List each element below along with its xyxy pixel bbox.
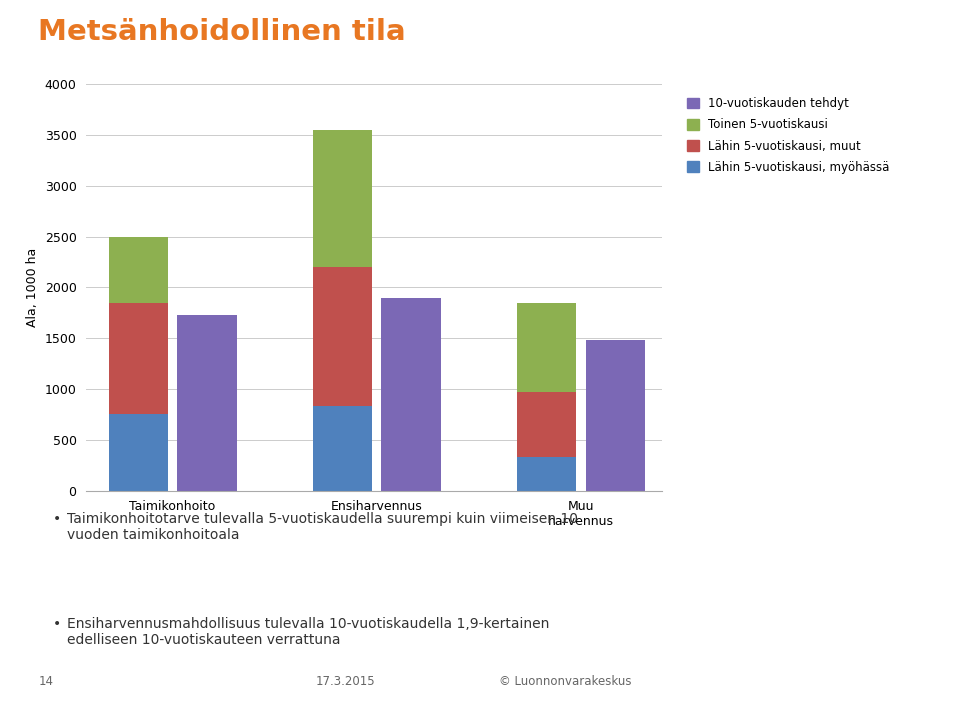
Bar	[108, 303, 168, 414]
Text: 14: 14	[38, 675, 54, 688]
Y-axis label: Ala, 1000 ha: Ala, 1000 ha	[26, 247, 39, 327]
Text: •: •	[53, 512, 61, 526]
Bar	[313, 130, 372, 267]
Bar	[517, 303, 576, 392]
Text: 17.3.2015: 17.3.2015	[316, 675, 375, 688]
Bar	[382, 298, 441, 491]
Bar	[108, 237, 168, 303]
Bar	[517, 392, 576, 457]
Text: Taimikonhoitotarve tulevalla 5-vuotiskaudella suurempi kuin viimeisen 10
vuoden : Taimikonhoitotarve tulevalla 5-vuotiskau…	[67, 512, 578, 542]
Bar	[586, 340, 645, 491]
Bar	[517, 457, 576, 491]
Text: •: •	[53, 617, 61, 631]
Bar	[313, 267, 372, 407]
Legend: 10-vuotiskauden tehdyt, Toinen 5-vuotiskausi, Lähin 5-vuotiskausi, muut, Lähin 5: 10-vuotiskauden tehdyt, Toinen 5-vuotisk…	[687, 97, 889, 174]
Text: Ensiharvennusmahdollisuus tulevalla 10-vuotiskaudella 1,9-kertainen
edelliseen 1: Ensiharvennusmahdollisuus tulevalla 10-v…	[67, 617, 550, 647]
Text: © Luonnonvarakeskus: © Luonnonvarakeskus	[499, 675, 631, 688]
Bar	[177, 315, 237, 491]
Text: Metsänhoidollinen tila: Metsänhoidollinen tila	[38, 18, 406, 46]
Bar	[313, 407, 372, 491]
Bar	[108, 414, 168, 491]
